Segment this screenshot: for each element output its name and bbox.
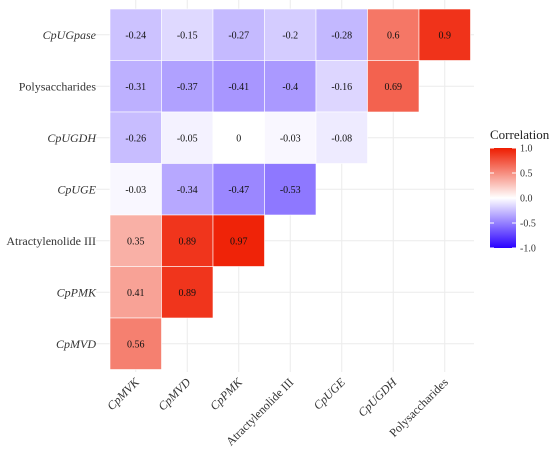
cell-value-label: -0.03 [125,185,146,196]
y-tick-label: CpPMK [57,285,97,299]
y-tick-label: CpMVD [56,337,96,351]
heatmap-cell [109,60,162,113]
cell-value-label: 0.97 [230,236,248,247]
x-tick-label: CpMVD [155,375,193,413]
heatmap-cell [109,163,162,216]
heatmap-cell [212,214,265,267]
cell-value-label: 0 [236,133,241,144]
heatmap-cell [161,214,214,267]
heatmap-cells: -0.24 -0.15 -0.27 -0.2 -0.28 0.6 0.9 -0.31 -0.37… [109,8,471,370]
x-tick-label: CpMVK [104,375,142,413]
cell-value-label: -0.31 [125,82,146,93]
legend-tick-label: -0.5 [520,219,536,230]
cell-value-label: 0.35 [127,236,145,247]
cell-value-label: 0.89 [179,288,197,299]
cell-value-label: -0.4 [282,82,298,93]
heatmap-cell [212,8,265,61]
legend-colorbar [490,148,516,248]
cell-value-label: -0.05 [177,133,198,144]
cell-value-label: -0.27 [228,30,249,41]
x-tick-label: CpUGDH [355,374,400,419]
heatmap-cell [109,317,162,370]
heatmap-cell [161,60,214,113]
legend-tick-label: 0.5 [520,169,533,180]
y-tick-label: Polysaccharides [19,79,97,93]
heatmap-cell [109,214,162,267]
cell-value-label: -0.24 [125,30,146,41]
legend-title: Correlation [490,127,550,142]
cell-value-label: -0.47 [228,185,249,196]
cell-value-label: -0.26 [125,133,146,144]
cell-value-label: -0.41 [228,82,249,93]
cell-value-label: -0.34 [177,185,198,196]
cell-value-label: -0.28 [331,30,352,41]
heatmap-cell [315,111,368,164]
y-tick-label: CpUGpase [43,28,97,42]
cell-value-label: 0.6 [387,30,400,41]
cell-value-label: -0.03 [280,133,301,144]
heatmap-cell [264,8,317,61]
x-tick-label: CpPMK [207,375,245,413]
heatmap-cell [367,60,420,113]
cell-value-label: -0.53 [280,185,301,196]
heatmap-cell [418,8,471,61]
y-axis-tick-labels: CpUGpase Polysaccharides CpUGDH CpUGE Atract… [6,28,97,351]
cell-value-label: -0.37 [177,82,198,93]
cell-value-label: 0.56 [127,339,145,350]
cell-value-label: -0.16 [331,82,352,93]
legend-tick-label: 1.0 [520,144,533,155]
x-tick-label: CpUGE [311,375,349,413]
y-tick-label: CpUGE [57,182,96,196]
heatmap-cell [315,8,368,61]
cell-value-label: 0.9 [439,30,452,41]
heatmap-cell [264,163,317,216]
heatmap-cell [212,163,265,216]
heatmap-cell [315,60,368,113]
cell-value-label: -0.2 [282,30,298,41]
legend-tick-label: 0.0 [520,194,533,205]
legend-tick-label: -1.0 [520,244,536,255]
heatmap-cell [109,266,162,319]
heatmap-cell [161,163,214,216]
heatmap-cell [161,266,214,319]
heatmap-cell [264,111,317,164]
cell-value-label: 0.89 [179,236,197,247]
y-tick-label: Atractylenolide III [6,234,96,248]
legend: Correlation 1.0 0.5 0.0 -0.5 -1.0 [490,127,550,255]
cell-value-label: 0.69 [385,82,403,93]
cell-value-label: 0.41 [127,288,145,299]
cell-value-label: -0.15 [177,30,198,41]
y-tick-label: CpUGDH [47,131,97,145]
heatmap-cell [109,111,162,164]
cell-value-label: -0.08 [331,133,352,144]
